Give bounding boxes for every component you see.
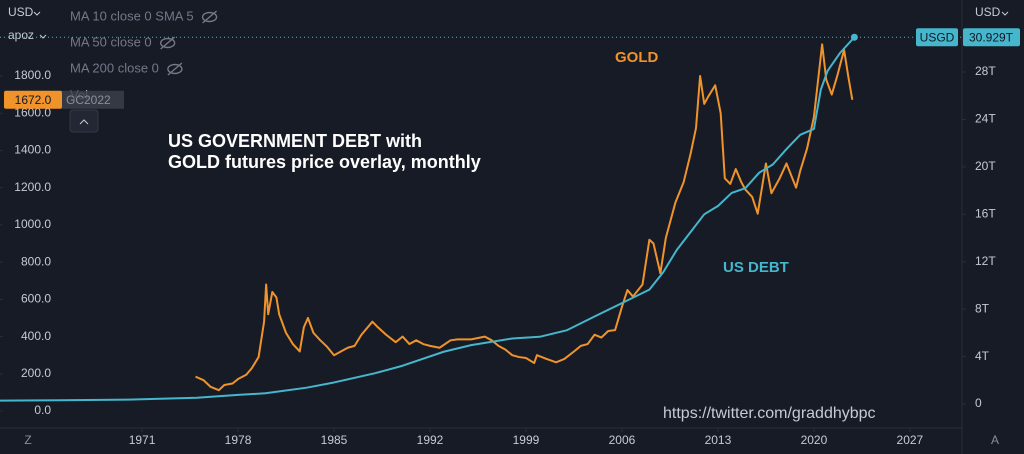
series-name-tag bbox=[916, 28, 958, 47]
indicator-label[interactable]: MA 200 close 0 bbox=[70, 60, 159, 75]
y-tick-label: 1600.0 bbox=[14, 105, 51, 119]
y-tick-label: 600.0 bbox=[21, 292, 51, 306]
currency-menu[interactable]: USD bbox=[975, 5, 1001, 19]
series-name-tag bbox=[60, 90, 124, 109]
caret bbox=[39, 34, 47, 39]
visibility-icon-slash bbox=[160, 36, 176, 50]
caret bbox=[33, 11, 41, 16]
x-tick-label: 1985 bbox=[321, 433, 348, 447]
caret bbox=[79, 119, 89, 125]
annotation: GOLD bbox=[615, 49, 658, 66]
axis-button[interactable]: Z bbox=[24, 433, 31, 447]
y2-tick-label: 8T bbox=[975, 301, 990, 315]
y2-tick-label: 20T bbox=[975, 159, 996, 173]
y-tick-label: 0.0 bbox=[34, 403, 51, 417]
price-tag bbox=[4, 90, 62, 109]
x-tick-label: 2013 bbox=[705, 433, 732, 447]
price-tag bbox=[963, 28, 1020, 47]
axis-button[interactable]: A bbox=[991, 433, 999, 447]
chart-title: US GOVERNMENT DEBT with bbox=[168, 131, 422, 151]
visibility-icon[interactable] bbox=[167, 63, 183, 75]
x-tick-label: 2027 bbox=[897, 433, 924, 447]
chart-title: GOLD futures price overlay, monthly bbox=[168, 152, 481, 172]
series-name: USGD bbox=[920, 30, 955, 44]
watermark: https://twitter.com/graddhybpc bbox=[663, 405, 876, 422]
last-point bbox=[850, 33, 858, 41]
x-tick-label: 1992 bbox=[417, 433, 444, 447]
y-tick-label: 1000.0 bbox=[14, 217, 51, 231]
y-tick-label: 800.0 bbox=[21, 254, 51, 268]
y-tick-label: 400.0 bbox=[21, 329, 51, 343]
collapse-button[interactable] bbox=[69, 109, 99, 133]
y-tick-label: 1400.0 bbox=[14, 143, 51, 157]
x-tick-label: 1971 bbox=[129, 433, 156, 447]
y2-tick-label: 0 bbox=[975, 396, 982, 410]
y2-tick-label: 28T bbox=[975, 64, 996, 78]
currency-menu[interactable]: USD bbox=[8, 5, 34, 19]
visibility-icon-slash bbox=[167, 62, 183, 76]
indicator-label[interactable]: MA 50 close 0 bbox=[70, 34, 152, 49]
x-tick-label: 2020 bbox=[801, 433, 828, 447]
caret bbox=[1001, 11, 1009, 16]
y2-tick-label: 12T bbox=[975, 254, 996, 268]
visibility-icon[interactable] bbox=[159, 37, 176, 49]
y2-tick-label: 16T bbox=[975, 206, 996, 220]
x-tick-label: 1978 bbox=[225, 433, 252, 447]
x-tick-label: 1999 bbox=[513, 433, 540, 447]
series-line bbox=[195, 43, 854, 392]
indicator-label[interactable]: MA 10 close 0 SMA 5 bbox=[70, 8, 194, 23]
y2-tick-label: 4T bbox=[975, 349, 990, 363]
visibility-icon[interactable] bbox=[201, 11, 218, 23]
series-line bbox=[0, 36, 856, 402]
price-tag-label: 1672.0 bbox=[15, 93, 52, 107]
y-tick-label: 200.0 bbox=[21, 366, 51, 380]
y-tick-label: 1200.0 bbox=[14, 180, 51, 194]
y-tick-label: 1800.0 bbox=[14, 68, 51, 82]
x-tick-label: 2006 bbox=[609, 433, 636, 447]
annotation: US DEBT bbox=[723, 259, 789, 276]
price-tag-label: 30.929T bbox=[969, 30, 1014, 44]
series-name: GC2022 bbox=[66, 93, 111, 107]
scale-menu[interactable]: apoz bbox=[8, 28, 34, 42]
visibility-icon-slash bbox=[202, 10, 218, 24]
y2-tick-label: 24T bbox=[975, 112, 996, 126]
